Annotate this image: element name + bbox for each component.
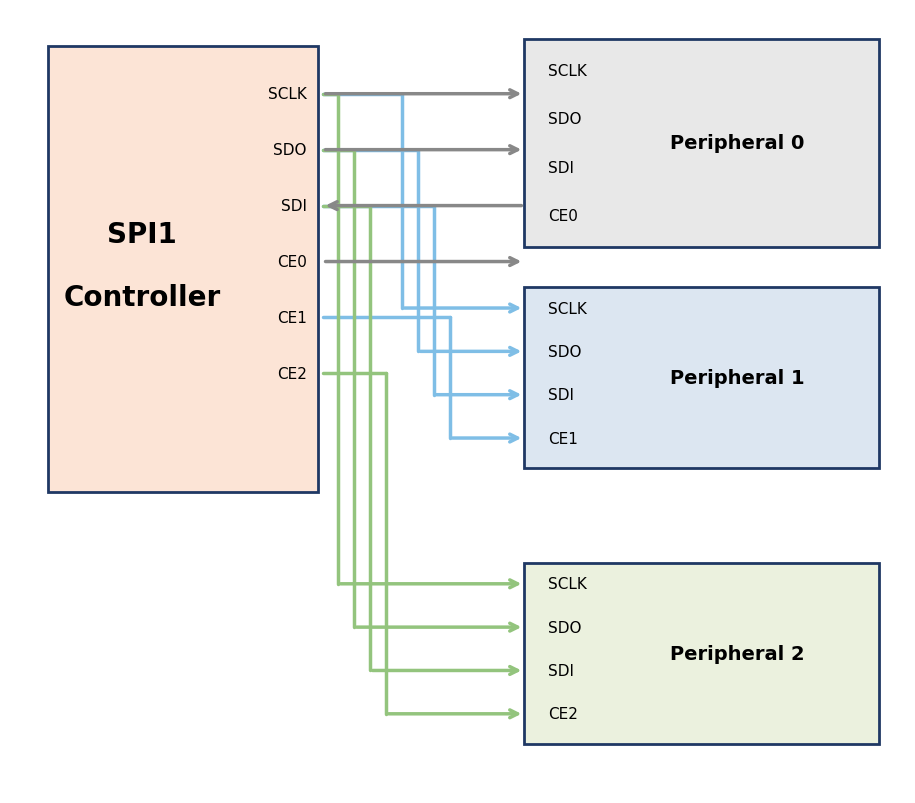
Text: CE2: CE2 (548, 707, 578, 721)
Text: SPI1: SPI1 (107, 220, 178, 248)
Text: SDO: SDO (274, 143, 307, 158)
Text: SDI: SDI (281, 199, 307, 214)
FancyBboxPatch shape (524, 563, 879, 744)
Text: SCLK: SCLK (268, 87, 307, 102)
Text: SDI: SDI (548, 388, 575, 402)
Text: CE1: CE1 (548, 431, 578, 446)
FancyBboxPatch shape (524, 39, 879, 248)
Text: CE1: CE1 (277, 311, 307, 325)
Text: Peripheral 0: Peripheral 0 (670, 134, 804, 153)
Text: CE0: CE0 (548, 209, 578, 224)
Text: SCLK: SCLK (548, 63, 587, 79)
Text: SCLK: SCLK (548, 301, 587, 316)
Text: SDI: SDI (548, 161, 575, 176)
Text: Peripheral 2: Peripheral 2 (670, 644, 804, 662)
Text: SDO: SDO (548, 112, 582, 127)
Text: Peripheral 1: Peripheral 1 (670, 369, 804, 387)
Text: SDO: SDO (548, 620, 582, 635)
Text: SDO: SDO (548, 344, 582, 360)
Text: Controller: Controller (64, 283, 221, 312)
Text: SCLK: SCLK (548, 577, 587, 592)
Text: CE2: CE2 (277, 366, 307, 381)
Text: SDI: SDI (548, 663, 575, 678)
FancyBboxPatch shape (48, 47, 318, 492)
FancyBboxPatch shape (524, 287, 879, 468)
Text: CE0: CE0 (277, 255, 307, 270)
